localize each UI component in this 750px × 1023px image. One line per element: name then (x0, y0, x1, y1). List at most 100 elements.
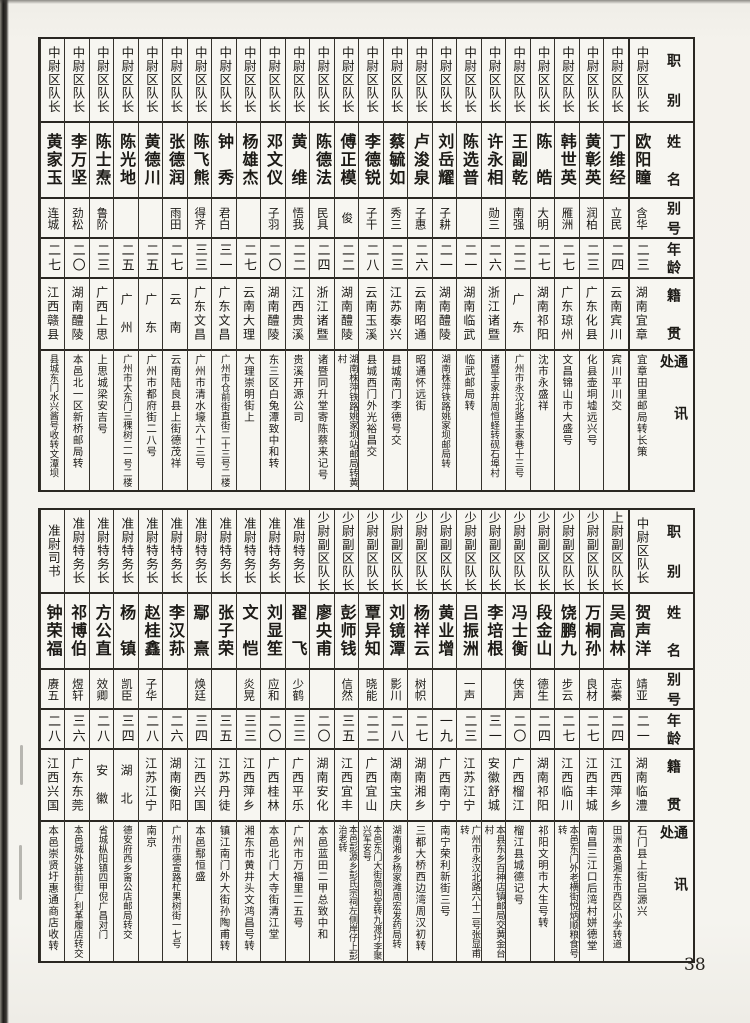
officer-alias (457, 199, 481, 239)
table-header-column: 职别 姓名 别号 年龄 籍贯 通讯处 (653, 510, 693, 961)
officer-position: 上尉副区队长 (604, 510, 628, 594)
officer-origin: 湖南宜章 (629, 279, 653, 351)
officer-position: 中尉区队长 (163, 39, 187, 123)
officer-age: 二〇 (65, 239, 89, 279)
officer-origin: 江西兴国 (187, 750, 212, 822)
officer-alias (163, 670, 187, 710)
officer-alias: 子华 (138, 670, 163, 710)
officer-position: 少尉副区队长 (408, 510, 432, 594)
officer-alias: 煜轩 (65, 670, 89, 710)
officer-address: 祁阳文明市大生号转 (536, 825, 549, 929)
officer-position: 准尉特务长 (285, 510, 310, 594)
officer-address: 本邑鄢恒盛 (194, 825, 207, 883)
officer-entry: 上尉副区队长 吴高林 志蓁 二四 江西萍乡 田洲本邑湘东市西区小学转道 (603, 510, 628, 961)
officer-origin: 云南大理 (236, 279, 261, 351)
officer-address: 县城南门李德号交 (389, 354, 402, 446)
officer-origin: 江西贵溪 (285, 279, 310, 351)
officer-age: 二二 (285, 239, 310, 279)
officer-address: 诸暨王家井周恒蛏转砚石埠村 (488, 354, 500, 478)
officer-entry: 准尉特务长 方公直 效卿 二八 安 徽 省城枞阳镇四甲倪广昌对门 (88, 510, 114, 961)
header-age: 年龄 (653, 239, 693, 279)
officer-address: 上思城梁安吉号 (96, 354, 109, 435)
officer-position: 中尉区队长 (89, 39, 114, 123)
officer-age: 二七 (579, 710, 604, 750)
officer-position: 少尉副区队长 (383, 510, 408, 594)
officer-entry: 中尉区队长 傅正模 俊 二二 湖南醴陵 湖南株萍铁路姚家坝站邮局转黄村 (333, 39, 359, 490)
officer-origin: 湖南临澧 (629, 750, 653, 822)
officer-address: 德安府西乡甯公店邮局转交 (120, 825, 132, 939)
officer-name: 傅正模 (334, 123, 359, 199)
officer-address: 石门县上街吕源兴 (635, 825, 648, 917)
officer-name: 邓文仪 (261, 123, 285, 199)
officer-origin: 广西平乐 (285, 750, 310, 822)
officer-address: 广州市仓前街直街二十三号二楼 (218, 354, 230, 487)
officer-name: 赵桂鑫 (138, 594, 163, 670)
page-number: 38 (684, 955, 706, 975)
officer-age: 二七 (40, 239, 65, 279)
officer-position: 准尉特务长 (65, 510, 89, 594)
officer-name: 黄业增 (432, 594, 457, 670)
officer-name: 刘显笙 (261, 594, 285, 670)
officer-name: 饶鹏九 (555, 594, 579, 670)
officer-alias (432, 670, 457, 710)
officer-name: 李汉荪 (163, 594, 187, 670)
officer-name: 钟荣福 (40, 594, 65, 670)
officer-age: 二八 (383, 710, 408, 750)
officer-alias: 劲松 (65, 199, 89, 239)
officer-address: 本邑北门大寺街清江堂 (267, 825, 280, 940)
officer-name: 杨 镇 (114, 594, 138, 670)
officer-age: 二七 (555, 239, 579, 279)
officer-origin: 江西赣县 (40, 279, 65, 351)
officer-name: 王副乾 (506, 123, 530, 199)
officer-alias: 雨田 (163, 199, 187, 239)
officer-position: 中尉区队长 (138, 39, 163, 123)
officer-address: 本县东乡百神店镇邮局交黄金台村 (482, 825, 505, 958)
officer-entry: 中尉区队长 陈选普 二一 湖南临武 临武邮局转 (456, 39, 481, 490)
officer-alias: 少鹤 (285, 670, 310, 710)
officer-position: 中尉区队长 (604, 39, 628, 123)
officer-alias: 炎晃 (236, 670, 261, 710)
officer-position: 少尉副区队长 (457, 510, 481, 594)
officer-position: 中尉区队长 (334, 39, 359, 123)
officer-address: 三都大桥西边湾周汉初转 (414, 825, 427, 952)
officer-origin: 安徽舒城 (481, 750, 506, 822)
officer-entry: 中尉区队长 黄彰英 润柏 二三 广东化县 化县壶垌墟远兴号 (578, 39, 604, 490)
officer-address: 省城枞阳镇四甲倪广昌对门 (96, 825, 108, 939)
officer-origin: 江苏江宁 (457, 750, 481, 822)
officer-entry: 少尉副区队长 彭师钱 信然 三五 江西宜丰 本邑彭源乡彭氏宗祠左侧岸仔上彭治老转 (333, 510, 359, 961)
officer-position: 准尉特务长 (187, 510, 212, 594)
officer-origin: 广东东莞 (65, 750, 89, 822)
officer-name: 覃异知 (359, 594, 383, 670)
officer-alias: 俊 (334, 199, 359, 239)
officer-origin: 浙江诸暨 (310, 279, 334, 351)
officer-entry: 少尉副区队长 覃异知 晓能 二二 广西宜山 本邑东门大街简和堂转九渡圩李聚兴军安… (358, 510, 383, 961)
officer-address: 文昌锦山市大盛号 (561, 354, 574, 446)
officer-position: 少尉副区队长 (579, 510, 604, 594)
officer-origin: 湖南醴陵 (65, 279, 89, 351)
officer-position: 准尉司书 (40, 510, 65, 594)
officer-age: 二一 (629, 710, 653, 750)
officer-position: 准尉特务长 (89, 510, 114, 594)
officer-entry: 中尉区队长 刘岳耀 子耕 二一 湖南醴陵 湖南株萍铁路姚家坝邮局转 (431, 39, 457, 490)
officer-age: 二一 (432, 239, 457, 279)
officer-address: 化县壶垌墟远兴号 (585, 354, 598, 446)
officer-origin: 广东化县 (579, 279, 604, 351)
officer-entry: 准尉特务长 杨 镇 凯臣 三四 湖 北 德安府西乡甯公店邮局转交 (113, 510, 138, 961)
officer-origin: 广西桂林 (261, 750, 285, 822)
officer-alias: 应和 (261, 670, 285, 710)
officer-position: 少尉副区队长 (432, 510, 457, 594)
officer-name: 吴高林 (604, 594, 628, 670)
officer-alias: 子惠 (408, 199, 432, 239)
officer-origin: 江苏泰兴 (383, 279, 408, 351)
officer-name: 张德润 (163, 123, 187, 199)
officer-alias: 子羽 (261, 199, 285, 239)
officer-origin: 广西宜山 (359, 750, 383, 822)
officer-age: 二四 (310, 239, 334, 279)
officer-alias: 勋三 (481, 199, 506, 239)
officer-entry: 准尉特务长 刘显笙 应和 二〇 广西桂林 本邑北门大寺街清江堂 (260, 510, 285, 961)
officer-position: 准尉特务长 (138, 510, 163, 594)
officer-age: 二四 (604, 239, 628, 279)
officer-entry: 准尉特务长 张子荣 三五 江苏丹徒 镇江南门外大街孙陶甫转 (211, 510, 236, 961)
officer-origin: 广东琼州 (555, 279, 579, 351)
officer-age: 二七 (163, 239, 187, 279)
